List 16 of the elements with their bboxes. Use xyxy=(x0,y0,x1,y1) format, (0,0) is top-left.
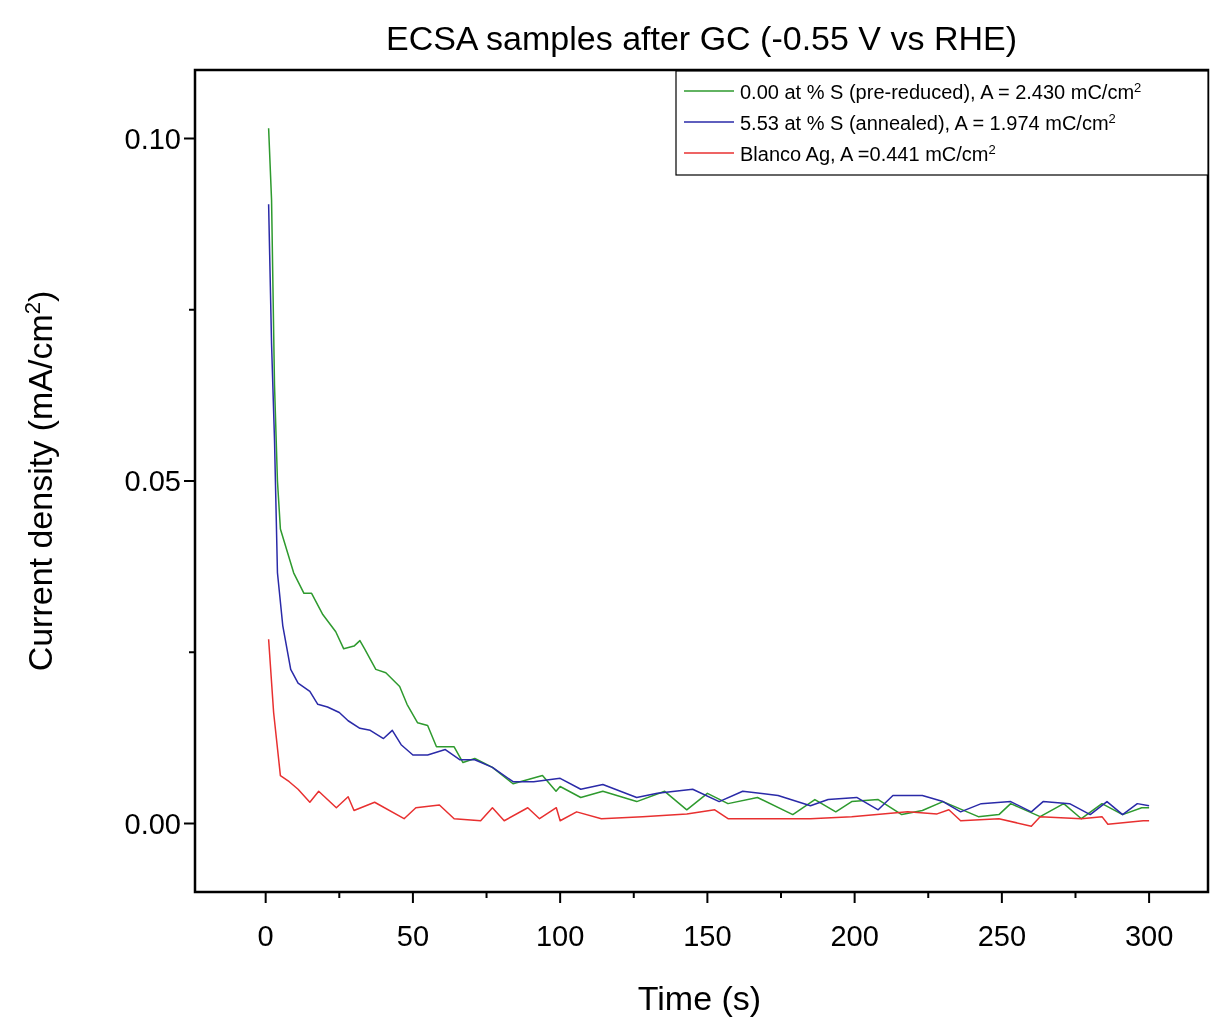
x-tick-label: 250 xyxy=(977,920,1027,952)
line-series xyxy=(267,638,1150,827)
x-tick-label: 100 xyxy=(535,920,585,952)
x-tick-label: 0 xyxy=(257,920,274,952)
legend-label: Blanco Ag, A =0.441 mC/cm$^{2}$ xyxy=(740,141,996,165)
y-tick-label: 0.00 xyxy=(124,807,181,840)
x-tick-label: 50 xyxy=(396,920,430,952)
legend-label: 0.00 at % S (pre-reduced), A = 2.430 mC/cm$^{2}$ xyxy=(740,79,1142,103)
y-tick-label: 0.10 xyxy=(124,122,181,155)
x-tick-label: 200 xyxy=(830,920,879,952)
x-tick-label: 150 xyxy=(683,920,732,952)
y-tick-label: 0.05 xyxy=(124,465,181,497)
x-axis-title: Time (s) xyxy=(637,979,762,1017)
legend-label: 5.53 at % S (annealed), A = 1.974 mC/cm$^{2}$ xyxy=(740,110,1116,134)
x-tick-label: 300 xyxy=(1124,920,1174,952)
chart-title: ECSA samples after GC (-0.55 V vs RHE) xyxy=(385,19,1018,57)
